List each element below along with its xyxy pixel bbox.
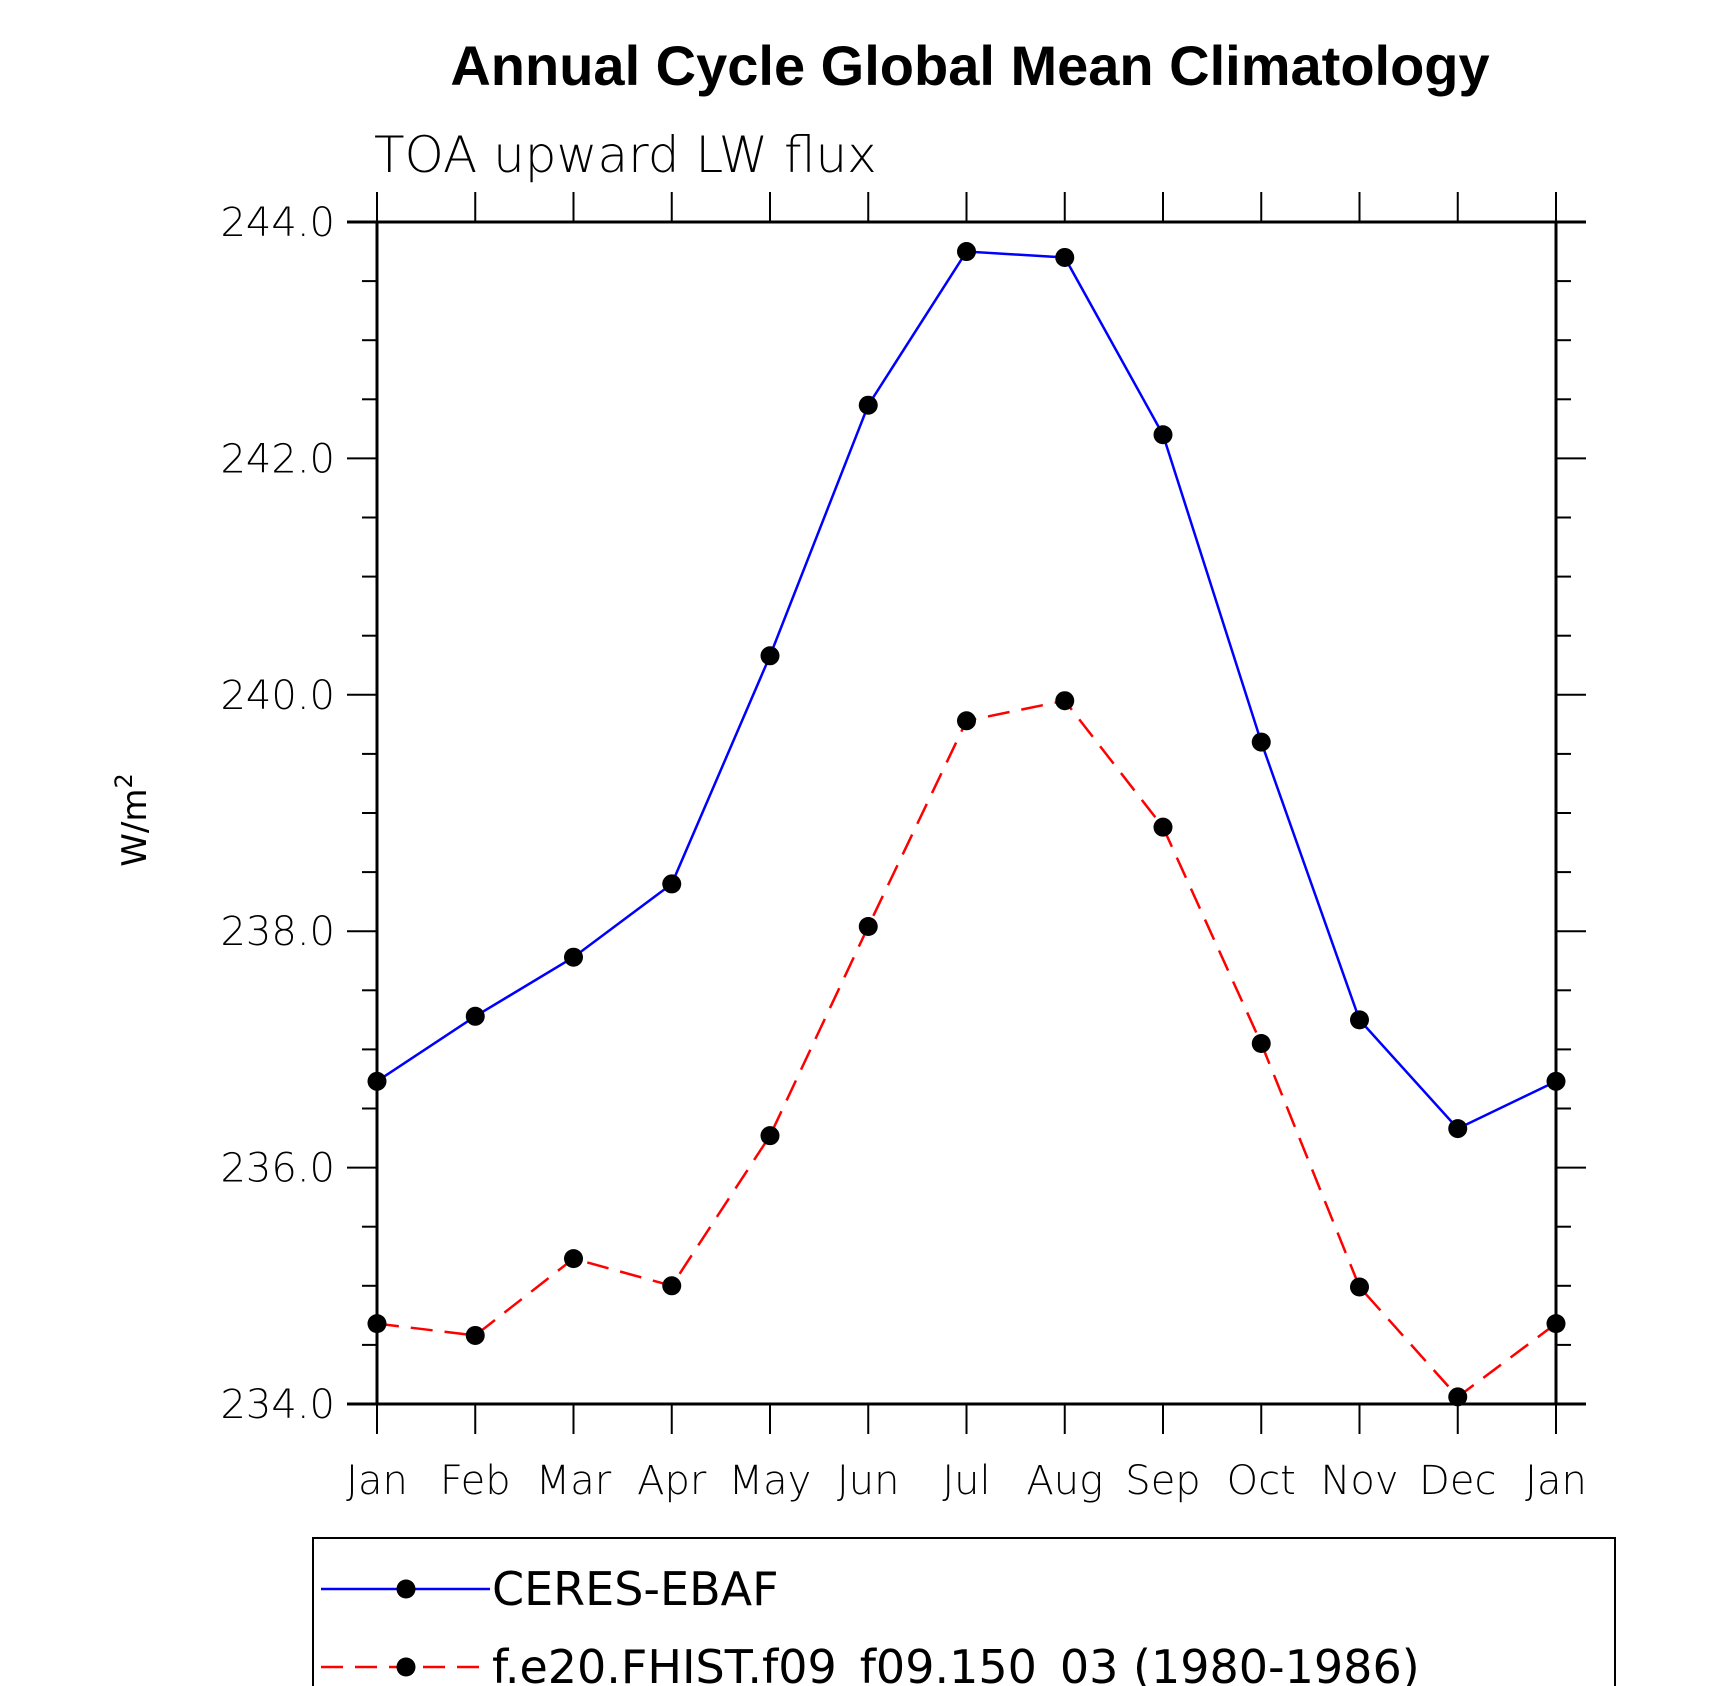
data-point — [1448, 1387, 1468, 1407]
y-axis-label-superscript: 2 — [110, 773, 138, 788]
data-point — [1350, 1277, 1369, 1297]
legend-box — [312, 1537, 1616, 1686]
data-point — [760, 1126, 780, 1146]
data-point — [957, 242, 976, 262]
x-tick-label: Jan — [1525, 1458, 1587, 1504]
x-tick-label: Jan — [346, 1458, 408, 1504]
x-tick-label: Jun — [837, 1458, 900, 1504]
x-tick-label: Oct — [1227, 1458, 1296, 1504]
data-point — [465, 1325, 485, 1345]
x-tick-label: Dec — [1419, 1458, 1496, 1504]
y-tick-label: 240.0 — [220, 673, 335, 719]
legend-marker — [396, 1579, 416, 1599]
data-point — [1153, 425, 1173, 445]
y-tick-label: 236.0 — [220, 1146, 335, 1192]
legend-label: f.e20.FHIST.f09_f09.150_03 (1980-1986) — [492, 1640, 1420, 1686]
data-point — [957, 711, 976, 731]
data-point — [564, 947, 583, 967]
chart-title: Annual Cycle Global Mean Climatology — [450, 34, 1489, 97]
y-axis-label: W/m2 — [110, 773, 155, 866]
data-point — [1251, 732, 1271, 752]
legend-entry-1: CERES-EBAF — [321, 1562, 779, 1616]
data-point — [1546, 1071, 1566, 1091]
x-tick-label: Sep — [1125, 1458, 1200, 1504]
data-point — [858, 916, 878, 936]
x-tick-label: Jul — [942, 1458, 990, 1504]
y-tick-label: 238.0 — [220, 909, 335, 955]
legend-marker — [396, 1657, 416, 1677]
legend: CERES-EBAF f.e20.FHIST.f09_f09.150_03 (19… — [312, 1537, 1616, 1686]
y-tick-label: 242.0 — [220, 436, 335, 482]
x-tick-label: Apr — [637, 1458, 707, 1504]
series-layer — [367, 242, 1566, 1407]
x-tick-label: Aug — [1026, 1458, 1103, 1504]
data-point — [465, 1006, 485, 1026]
data-point — [1153, 817, 1173, 837]
data-point — [1055, 691, 1075, 711]
y-tick-label: 234.0 — [220, 1382, 335, 1428]
data-point — [662, 1276, 682, 1296]
data-point — [1055, 247, 1075, 267]
x-tick-label: Mar — [536, 1458, 612, 1504]
data-point — [760, 646, 780, 666]
series-1 — [367, 242, 1566, 1139]
series-line — [376, 250, 1557, 1131]
data-point — [858, 395, 878, 415]
data-point — [564, 1249, 583, 1269]
data-point — [1448, 1119, 1468, 1139]
data-point — [1546, 1314, 1566, 1334]
svg-text:W/m2: W/m2 — [110, 773, 155, 866]
legend-entries: CERES-EBAF f.e20.FHIST.f09_f09.150_03 (19… — [321, 1562, 1420, 1686]
data-point — [662, 874, 682, 894]
data-point — [367, 1314, 387, 1334]
data-point — [1350, 1010, 1369, 1030]
y-axis-label-text: W/m — [115, 789, 155, 867]
series-2 — [367, 691, 1566, 1407]
legend-entry-2: f.e20.FHIST.f09_f09.150_03 (1980-1986) — [321, 1640, 1420, 1686]
data-point — [367, 1071, 387, 1091]
data-point — [1251, 1033, 1271, 1053]
x-tick-label: May — [729, 1458, 812, 1504]
legend-label: CERES-EBAF — [492, 1562, 779, 1616]
series-line — [376, 699, 1557, 1399]
chart-subtitle: TOA upward LW flux — [374, 126, 877, 184]
axes: 234.0 236.0 238.0 240.0 242.0 244.0 Jan Feb Mar A… — [220, 192, 1587, 1504]
x-tick-label: Nov — [1320, 1458, 1398, 1504]
y-tick-label: 244.0 — [220, 200, 335, 246]
x-tick-label: Feb — [440, 1458, 511, 1504]
